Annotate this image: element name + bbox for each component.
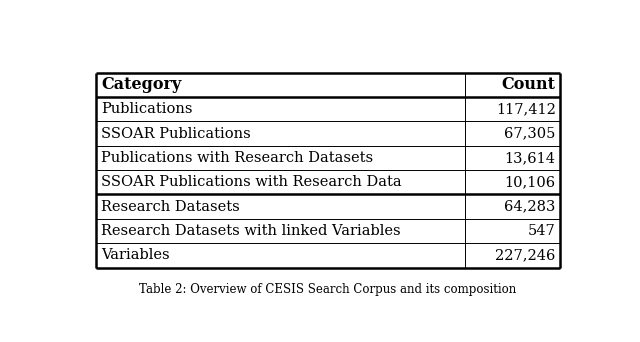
Text: 117,412: 117,412 — [496, 102, 556, 116]
Text: Count: Count — [502, 76, 556, 93]
Text: SSOAR Publications with Research Data: SSOAR Publications with Research Data — [101, 175, 402, 189]
Text: 547: 547 — [528, 224, 556, 238]
Text: Research Datasets: Research Datasets — [101, 200, 240, 214]
Text: Research Datasets with linked Variables: Research Datasets with linked Variables — [101, 224, 401, 238]
Text: 13,614: 13,614 — [505, 151, 556, 165]
Text: Variables: Variables — [101, 248, 170, 262]
Text: Category: Category — [101, 76, 182, 93]
Text: 64,283: 64,283 — [504, 200, 556, 214]
Text: 227,246: 227,246 — [495, 248, 556, 262]
Text: 10,106: 10,106 — [504, 175, 556, 189]
Text: Publications: Publications — [101, 102, 193, 116]
Text: Table 2: Overview of CESIS Search Corpus and its composition: Table 2: Overview of CESIS Search Corpus… — [140, 283, 516, 296]
Text: 67,305: 67,305 — [504, 127, 556, 141]
Text: Publications with Research Datasets: Publications with Research Datasets — [101, 151, 374, 165]
Text: SSOAR Publications: SSOAR Publications — [101, 127, 251, 141]
